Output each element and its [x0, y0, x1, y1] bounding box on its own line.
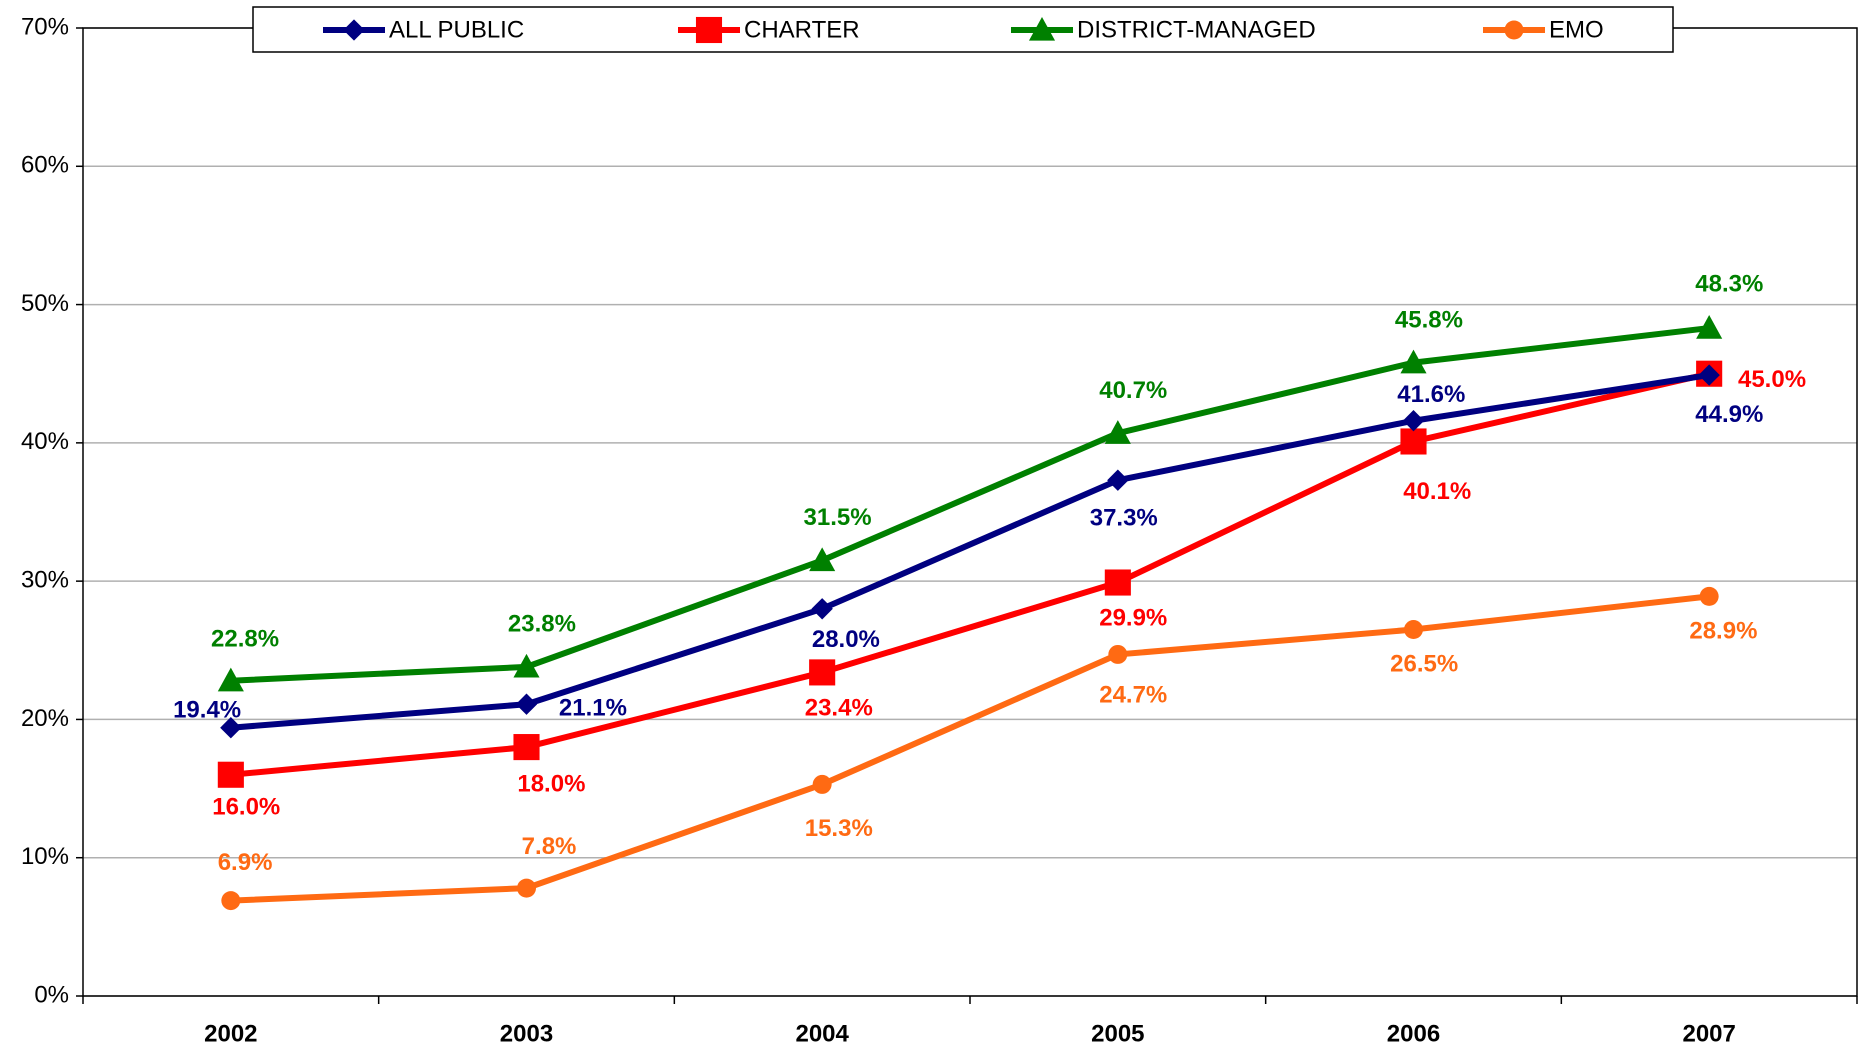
- data-label: 45.0%: [1738, 366, 1806, 393]
- marker: [1028, 16, 1056, 41]
- marker: [811, 598, 833, 620]
- data-label: 24.7%: [1099, 681, 1167, 708]
- marker: [343, 19, 365, 41]
- data-label: 48.3%: [1695, 271, 1763, 298]
- marker: [1104, 420, 1131, 444]
- marker: [221, 891, 241, 911]
- y-tick-label: 20%: [21, 705, 69, 732]
- marker: [1400, 428, 1427, 455]
- legend-box: [252, 6, 1674, 53]
- data-label: 18.0%: [517, 770, 585, 797]
- y-tick-label: 60%: [21, 152, 69, 179]
- marker: [1402, 410, 1425, 432]
- marker: [1504, 20, 1524, 40]
- legend-label: ALL PUBLIC: [389, 16, 524, 43]
- legend: ALL PUBLIC CHARTER DISTRICT-MANAGED EMO: [252, 6, 1674, 53]
- marker: [513, 653, 540, 678]
- marker: [1400, 349, 1427, 374]
- marker: [695, 16, 723, 44]
- data-label: 29.9%: [1099, 605, 1167, 632]
- marker: [1107, 469, 1129, 491]
- series: [217, 360, 1723, 788]
- data-label: 26.5%: [1390, 650, 1458, 677]
- y-tick-label: 70%: [21, 13, 69, 40]
- marker: [812, 774, 832, 794]
- data-label: 19.4%: [173, 696, 241, 723]
- data-label: 44.9%: [1695, 401, 1763, 428]
- legend-label: CHARTER: [744, 16, 860, 43]
- data-label: 23.4%: [805, 695, 873, 722]
- x-tick-label: 2003: [500, 1020, 553, 1047]
- data-label: 15.3%: [805, 815, 873, 842]
- y-tick-label: 10%: [21, 843, 69, 870]
- x-tick-label: 2004: [795, 1020, 849, 1047]
- marker: [809, 659, 836, 686]
- x-tick-label: 2006: [1387, 1020, 1440, 1047]
- marker: [1404, 620, 1423, 640]
- series: [220, 364, 1720, 739]
- marker: [513, 734, 540, 761]
- marker: [517, 878, 536, 898]
- marker: [515, 693, 538, 715]
- data-label: 23.8%: [508, 611, 576, 638]
- data-label: 40.7%: [1099, 377, 1167, 404]
- data-label: 41.6%: [1397, 381, 1465, 408]
- marker: [217, 667, 244, 692]
- data-label: 7.8%: [522, 833, 577, 860]
- y-tick-label: 0%: [34, 981, 69, 1008]
- plot-frame: [82, 27, 1858, 997]
- marker: [217, 761, 244, 788]
- legend-label: EMO: [1549, 16, 1604, 43]
- marker: [220, 717, 242, 739]
- data-label: 40.1%: [1403, 478, 1471, 505]
- series: [221, 586, 1719, 911]
- marker: [1104, 569, 1131, 596]
- series-line: [230, 325, 1710, 684]
- y-tick-label: 40%: [21, 428, 69, 455]
- x-tick-label: 2005: [1091, 1020, 1144, 1047]
- marker: [1696, 315, 1723, 339]
- marker: [809, 547, 836, 572]
- y-tick-label: 50%: [21, 290, 69, 317]
- data-label: 16.0%: [212, 793, 280, 820]
- series-line: [230, 593, 1710, 904]
- data-label: 45.8%: [1395, 306, 1463, 333]
- legend-label: DISTRICT-MANAGED: [1077, 16, 1316, 43]
- data-label: 28.0%: [812, 626, 880, 653]
- series-line: [230, 370, 1710, 778]
- data-label: 28.9%: [1689, 617, 1757, 644]
- x-tick-label: 2007: [1682, 1020, 1735, 1047]
- data-label: 6.9%: [218, 849, 273, 876]
- x-tick-label: 2002: [204, 1020, 257, 1047]
- series-line: [230, 372, 1710, 731]
- marker: [1699, 586, 1719, 606]
- data-label: 22.8%: [211, 626, 279, 653]
- data-label: 31.5%: [804, 504, 872, 531]
- marker: [1698, 364, 1720, 386]
- data-label: 21.1%: [559, 694, 627, 721]
- marker: [1108, 644, 1128, 664]
- series: [217, 315, 1723, 692]
- data-label: 37.3%: [1090, 505, 1158, 532]
- y-tick-label: 30%: [21, 566, 69, 593]
